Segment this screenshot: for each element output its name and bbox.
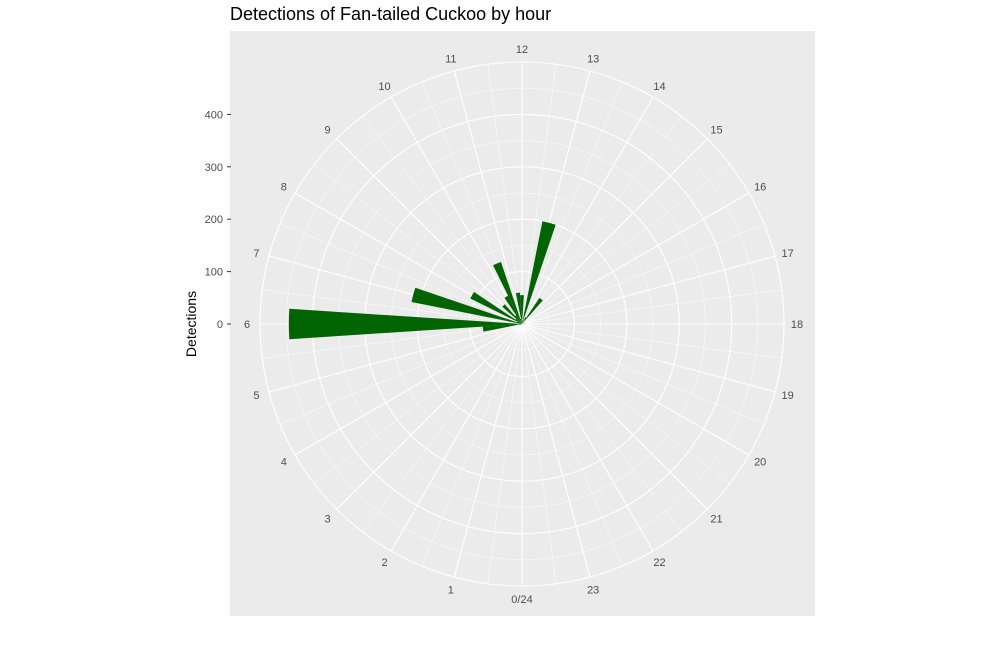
- bar-wedge: [515, 292, 522, 324]
- y-tick-label: 100: [205, 267, 223, 279]
- bar-wedge: [522, 321, 523, 324]
- bar-wedge: [522, 221, 556, 324]
- bar-wedge: [504, 295, 522, 324]
- hour-tick-label: 5: [253, 390, 259, 402]
- bar-wedge: [522, 316, 527, 324]
- y-tick-label: 200: [205, 214, 223, 226]
- hour-tick-label: 23: [587, 585, 599, 597]
- bar-wedge: [482, 324, 522, 332]
- grid-layer: [259, 61, 785, 587]
- bar-wedge: [522, 323, 525, 324]
- chart-title: Detections of Fan-tailed Cuckoo by hour: [230, 4, 552, 24]
- hour-tick-label: 3: [324, 514, 330, 526]
- hour-tick-label: 8: [281, 182, 287, 194]
- hour-tick-label: 1: [448, 585, 454, 597]
- bar-wedge: [522, 297, 543, 324]
- hour-tick-label: 15: [710, 125, 722, 137]
- hour-tick-label: 18: [791, 319, 803, 331]
- radius-minor-gridline: [285, 87, 759, 561]
- bar-wedge: [522, 321, 524, 324]
- hour-tick-label: 2: [381, 557, 387, 569]
- bar-wedge: [519, 324, 522, 325]
- hour-tick-label: 21: [710, 514, 722, 526]
- bar-wedge: [411, 287, 522, 324]
- hour-tick-label: 11: [445, 53, 456, 65]
- bar-wedge: [519, 323, 522, 324]
- hour-tick-label: 7: [253, 248, 259, 260]
- radial-axis: 0 100 200 300 400: [205, 109, 231, 331]
- hour-tick-label: 22: [653, 557, 665, 569]
- hour-tick-label: 6: [244, 319, 250, 331]
- hour-tick-label: 9: [324, 125, 330, 137]
- bar-wedge: [520, 295, 524, 324]
- bar-layer: [288, 221, 556, 340]
- hour-tick-label: 13: [587, 53, 599, 65]
- hour-tick-label: 17: [781, 248, 793, 260]
- y-tick-label: 300: [205, 162, 223, 174]
- hour-tick-label: 4: [281, 457, 287, 469]
- bar-wedge: [517, 321, 522, 324]
- y-tick-label: 0: [217, 319, 223, 331]
- bar-wedge: [502, 304, 522, 324]
- y-tick-label: 400: [205, 109, 223, 121]
- hour-tick-label: 14: [653, 81, 665, 93]
- hour-tick-label: 19: [781, 390, 793, 402]
- bar-wedge: [520, 318, 522, 324]
- bar-wedge: [470, 291, 522, 324]
- y-axis-title: Detections: [183, 291, 199, 357]
- bar-wedge: [515, 315, 522, 324]
- bar-wedge: [288, 308, 522, 340]
- hour-tick-label: 20: [754, 457, 766, 469]
- hour-tick-label: 16: [754, 182, 766, 194]
- hour-tick-label: 12: [516, 44, 528, 56]
- hour-tick-label: 0/24: [511, 594, 532, 606]
- outer-ring: [259, 61, 785, 587]
- hour-tick-label: 10: [378, 81, 390, 93]
- bar-wedge: [515, 318, 522, 324]
- bar-wedge: [493, 261, 522, 324]
- angle-tick-layer: 0/24123456789101112131415161718192021222…: [244, 44, 803, 606]
